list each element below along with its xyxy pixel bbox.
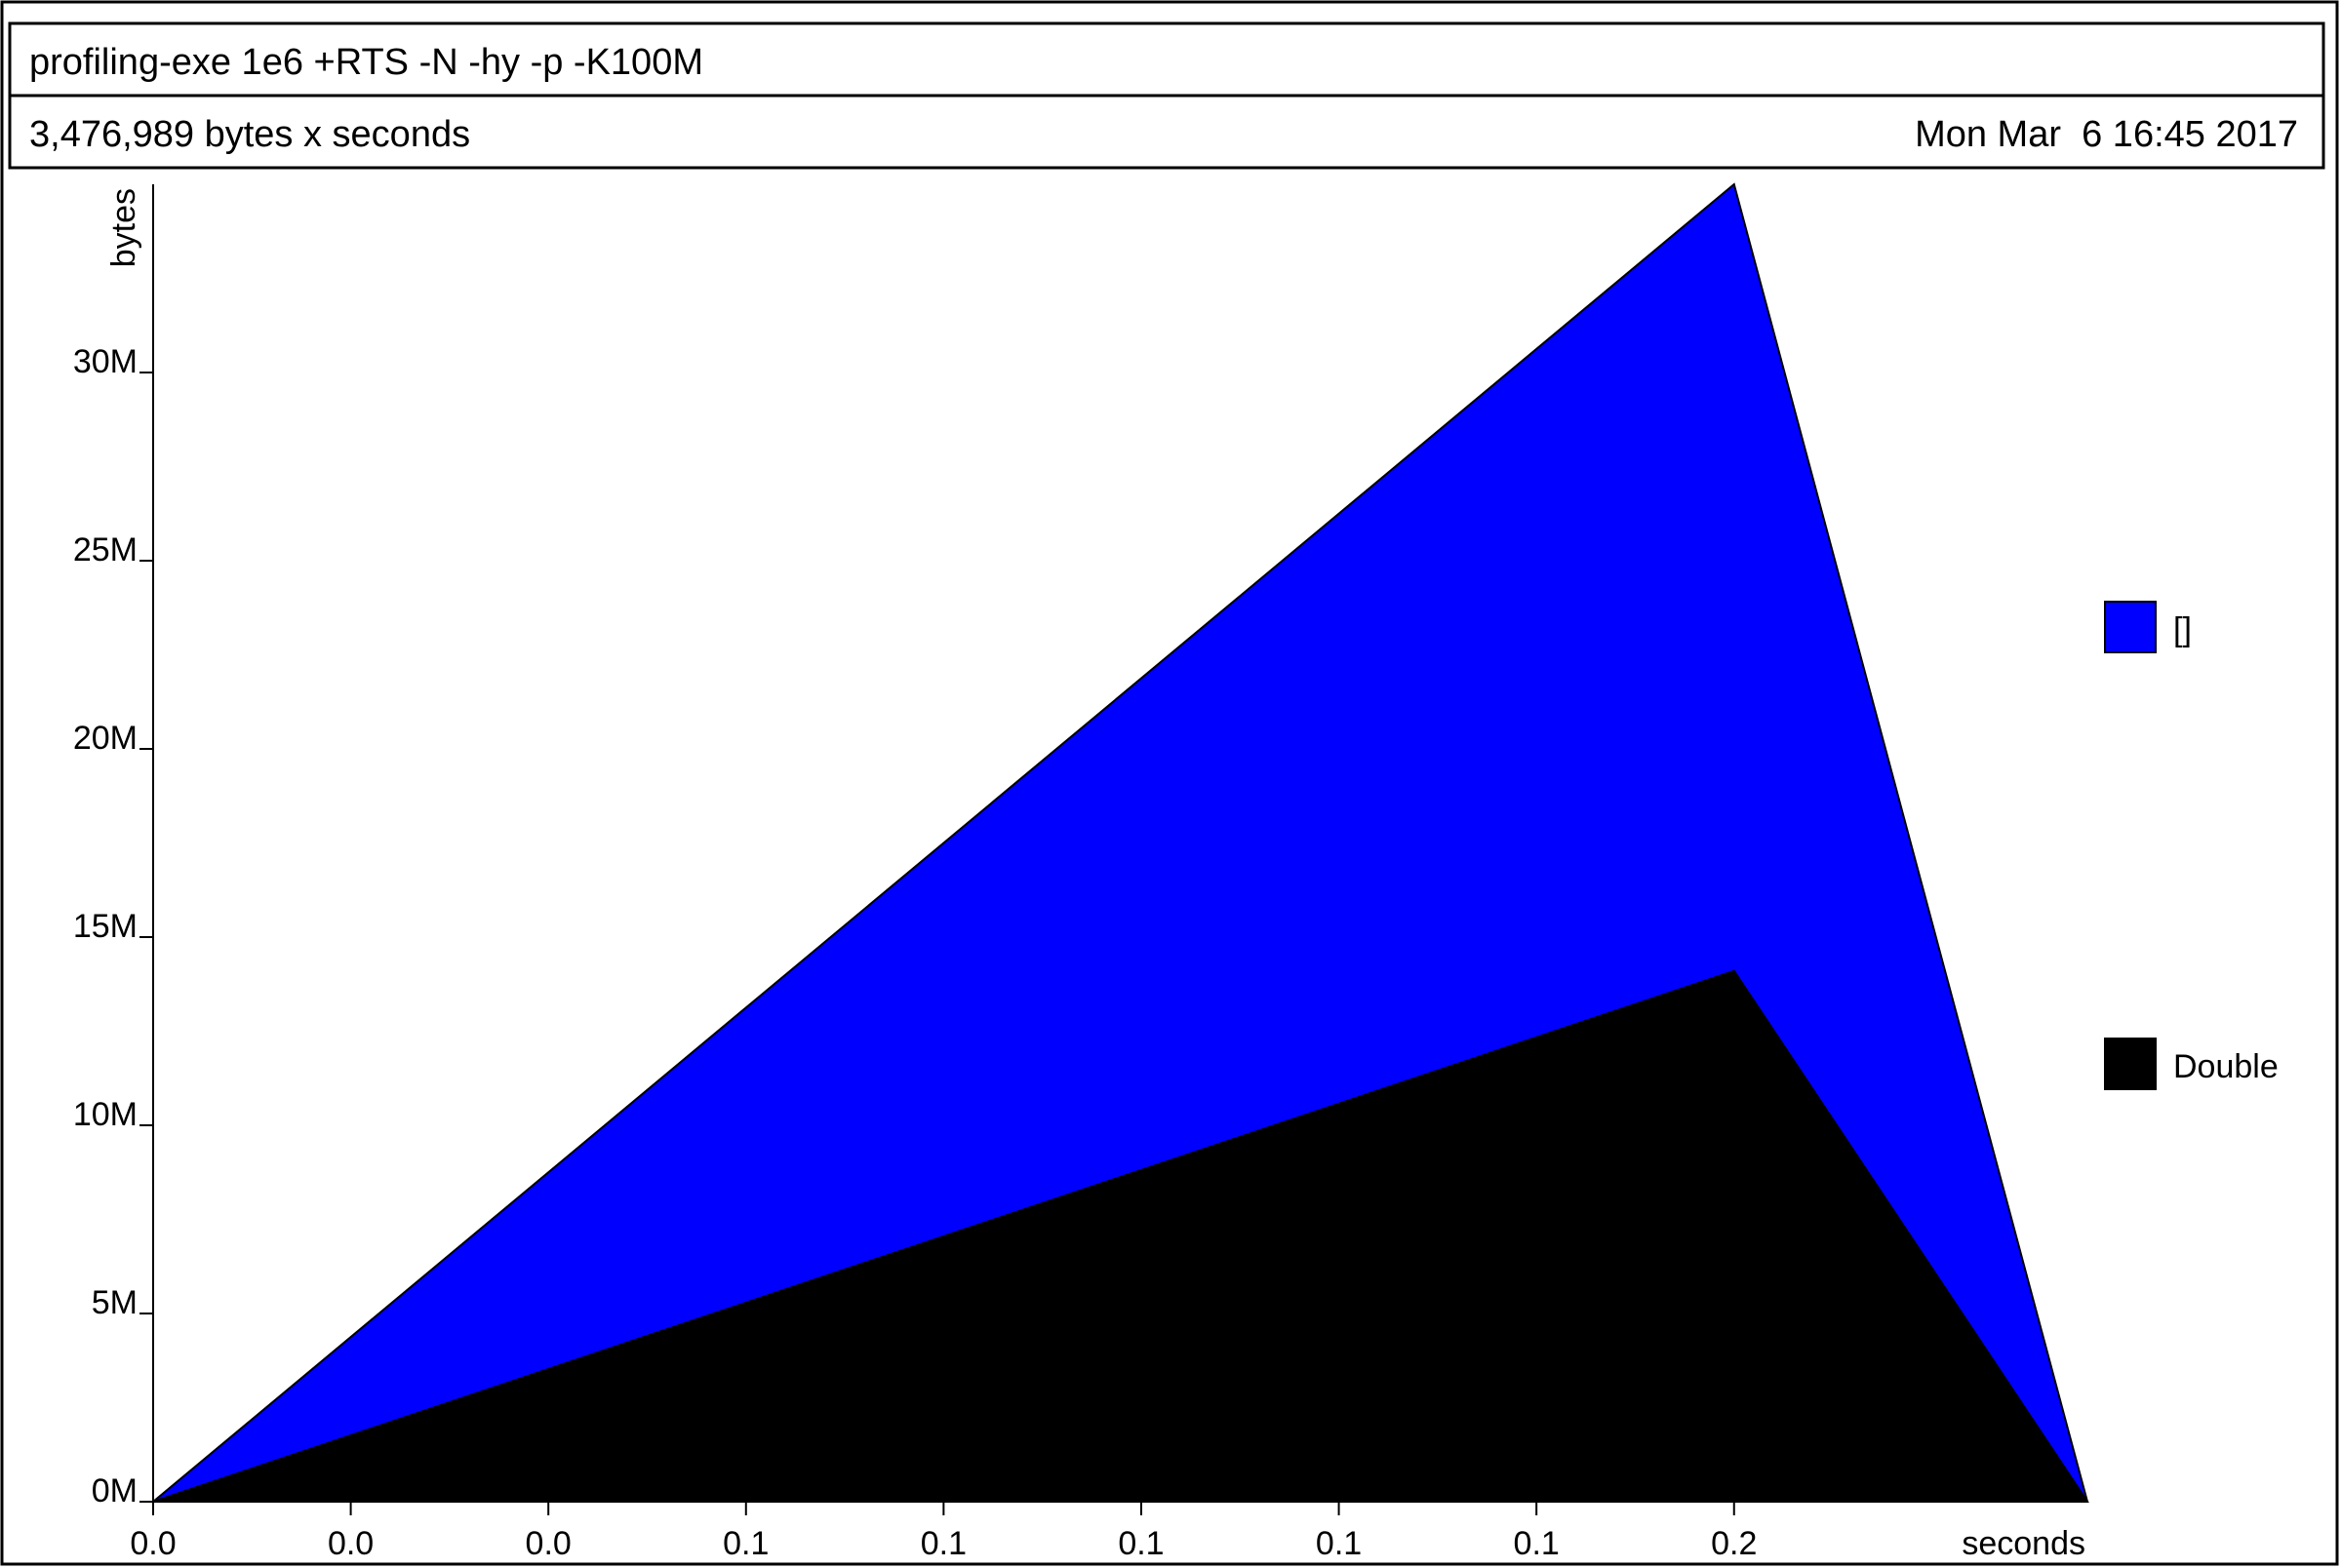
- y-tick-label: 30M: [73, 343, 138, 380]
- chart-title: profiling-exe 1e6 +RTS -N -hy -p -K100M: [29, 42, 703, 83]
- x-tick-label: 0.1: [921, 1525, 967, 1562]
- legend: [] Double: [2104, 601, 2279, 1090]
- legend-swatch: [2104, 601, 2157, 653]
- axes: 0M 5M 10M 15M 20M 25M 30M 0.0 0.0 0.0 0.1 0.1 0.1 0.1…: [73, 184, 2087, 1562]
- total-bytes-seconds: 3,476,989 bytes x seconds: [29, 114, 470, 155]
- y-axis-label: bytes: [105, 188, 142, 267]
- stacked-areas: [152, 182, 2089, 1503]
- x-tick-label: 0.0: [526, 1525, 572, 1562]
- y-tick-label: 20M: [73, 720, 138, 757]
- legend-label: []: [2173, 611, 2192, 648]
- y-tick-label: 10M: [73, 1096, 138, 1133]
- x-tick-label: 0.0: [328, 1525, 374, 1562]
- x-tick-label: 0.2: [1711, 1525, 1757, 1562]
- y-tick-label: 0M: [92, 1472, 138, 1509]
- run-date: Mon Mar 6 16:45 2017: [1915, 114, 2298, 155]
- y-tick-label: 15M: [73, 908, 138, 945]
- x-tick-label: 0.0: [130, 1525, 176, 1562]
- x-axis-label: seconds: [1962, 1525, 2085, 1562]
- x-tick-label: 0.1: [723, 1525, 769, 1562]
- x-tick-label: 0.1: [1316, 1525, 1362, 1562]
- y-tick-label: 25M: [73, 531, 138, 568]
- legend-label: Double: [2173, 1048, 2279, 1085]
- legend-swatch: [2104, 1038, 2157, 1090]
- y-tick-label: 5M: [92, 1284, 138, 1321]
- x-tick-label: 0.1: [1514, 1525, 1560, 1562]
- subtitle-box: [8, 94, 2325, 170]
- x-tick-label: 0.1: [1118, 1525, 1164, 1562]
